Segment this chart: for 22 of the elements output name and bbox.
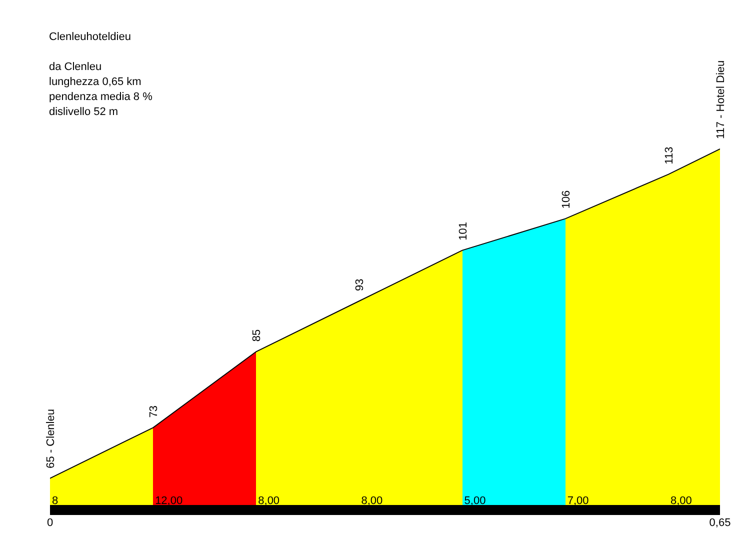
annotation: 8 xyxy=(52,495,58,507)
annotation: 5,00 xyxy=(464,495,486,507)
text: lunghezza 0,65 km xyxy=(49,75,142,90)
annotation: 8,00 xyxy=(670,495,692,507)
chart-title: Clenleuhoteldieu xyxy=(49,30,132,45)
text: pendenza media 8 % xyxy=(49,90,152,105)
data-label: 113 xyxy=(663,146,676,164)
x-tick-label: 0,65 xyxy=(709,516,731,529)
chart-subtitle: da Clenleu xyxy=(49,60,103,75)
annotation: 12,00 xyxy=(155,495,183,507)
data-label: 117 - Hotel Dieu xyxy=(715,60,727,139)
annotation: 8,00 xyxy=(361,495,383,507)
data-label: 73 xyxy=(148,405,160,418)
data-label: 93 xyxy=(354,278,366,291)
data-label: 106 xyxy=(560,190,572,209)
x-tick-label: 0 xyxy=(46,516,54,529)
annotation: 8,00 xyxy=(258,495,280,507)
text: dislivello 52 m xyxy=(49,105,120,120)
data-label: 85 xyxy=(251,329,264,342)
annotation: 7,00 xyxy=(567,495,589,507)
data-label: 65 - Clenleu xyxy=(45,409,57,468)
data-label: 101 xyxy=(457,222,470,240)
